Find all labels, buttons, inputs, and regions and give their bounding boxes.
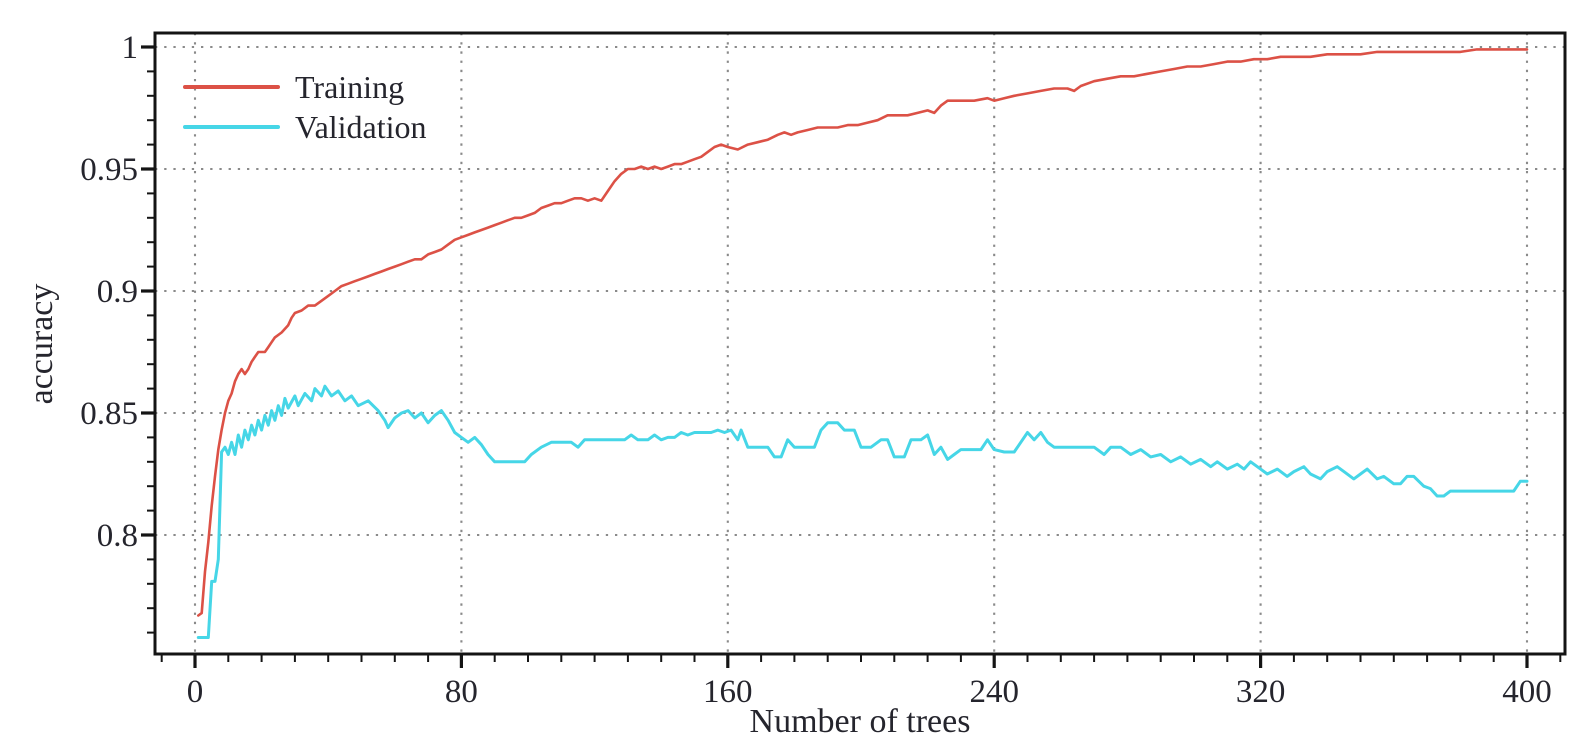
legend-item-training: Training bbox=[183, 67, 427, 107]
y-tick-label: 0.8 bbox=[97, 518, 138, 554]
x-axis-label: Number of trees bbox=[749, 703, 971, 740]
x-tick-label: 160 bbox=[703, 674, 753, 710]
y-tick-label: 0.85 bbox=[80, 396, 138, 432]
y-axis-label: accuracy bbox=[23, 283, 60, 405]
x-tick-label: 320 bbox=[1236, 674, 1286, 710]
validation-line-swatch bbox=[183, 125, 280, 129]
x-tick-label: 0 bbox=[187, 674, 204, 710]
tick-marks bbox=[141, 45, 1562, 668]
x-tick-label: 80 bbox=[445, 674, 478, 710]
y-tick-label: 0.95 bbox=[80, 152, 138, 188]
training-line bbox=[197, 48, 1529, 617]
legend: Training Validation bbox=[183, 67, 427, 147]
x-tick-label: 240 bbox=[969, 674, 1019, 710]
x-tick-label: 400 bbox=[1502, 674, 1552, 710]
legend-label-training: Training bbox=[295, 69, 405, 105]
y-tick-label: 1 bbox=[122, 30, 139, 66]
legend-item-validation: Validation bbox=[183, 107, 427, 147]
y-tick-label: 0.9 bbox=[97, 274, 138, 310]
training-line-swatch bbox=[183, 85, 280, 89]
gridlines bbox=[155, 33, 1565, 654]
legend-label-validation: Validation bbox=[295, 109, 427, 145]
validation-line bbox=[196, 384, 1529, 639]
